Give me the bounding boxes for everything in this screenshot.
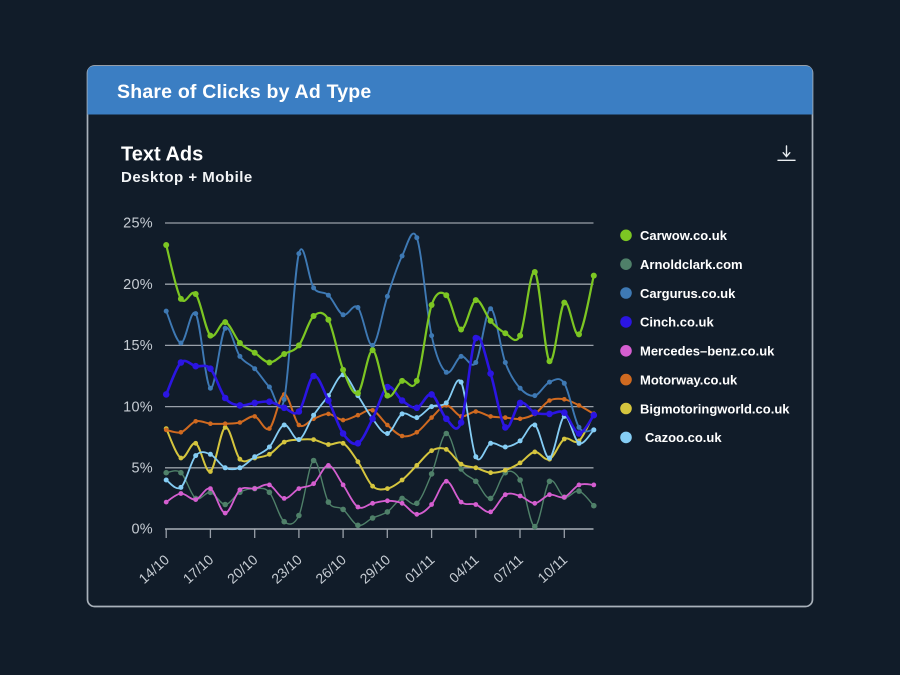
svg-text:Motorway.co.uk: Motorway.co.uk xyxy=(640,372,738,387)
svg-text:Text Ads: Text Ads xyxy=(121,144,203,166)
svg-text:Desktop + Mobile: Desktop + Mobile xyxy=(121,169,253,186)
svg-text:10%: 10% xyxy=(123,399,153,415)
svg-text:Carwow.co.uk: Carwow.co.uk xyxy=(640,228,728,243)
svg-text:Cinch.co.uk: Cinch.co.uk xyxy=(640,315,714,330)
svg-text:0%: 0% xyxy=(131,522,153,538)
svg-text:Arnoldclark.com: Arnoldclark.com xyxy=(640,257,743,272)
svg-text:15%: 15% xyxy=(123,338,153,354)
svg-text:Mercedes–benz.co.uk: Mercedes–benz.co.uk xyxy=(640,344,775,359)
svg-text:Cargurus.co.uk: Cargurus.co.uk xyxy=(640,286,736,301)
svg-text:Share of Clicks by Ad Type: Share of Clicks by Ad Type xyxy=(117,81,371,103)
svg-text:20%: 20% xyxy=(123,277,153,293)
svg-text:25%: 25% xyxy=(123,216,153,232)
svg-text:Bigmotoringworld.co.uk: Bigmotoringworld.co.uk xyxy=(640,401,790,416)
svg-text:5%: 5% xyxy=(131,461,153,477)
svg-text:Cazoo.co.uk: Cazoo.co.uk xyxy=(645,430,722,445)
